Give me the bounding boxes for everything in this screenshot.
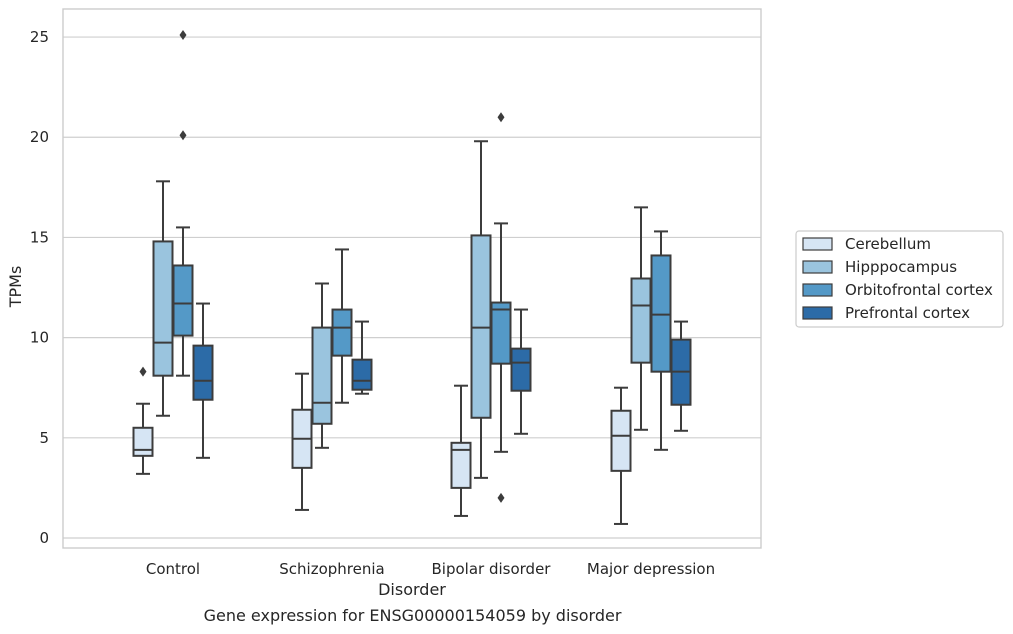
box-group — [291, 372, 313, 511]
legend-label: Cerebellum — [845, 235, 931, 253]
chart-caption: Gene expression for ENSG00000154059 by d… — [203, 606, 622, 625]
box-group — [630, 206, 652, 431]
box-group — [450, 384, 472, 517]
x-tick-label: Bipolar disorder — [432, 560, 552, 578]
outlier-point — [497, 112, 505, 123]
outlier-point — [497, 492, 505, 503]
y-tick-label: 25 — [30, 28, 49, 46]
box-iqr — [152, 240, 174, 377]
box-iqr — [510, 347, 532, 392]
box-iqr — [650, 254, 672, 373]
outlier-point — [179, 130, 187, 141]
box-group — [610, 386, 632, 525]
legend-frame — [795, 230, 1004, 328]
box-group — [470, 140, 492, 479]
x-tick-label: Major depression — [587, 560, 715, 578]
plot-border — [62, 8, 762, 549]
box-group — [331, 248, 353, 404]
legend-swatch — [802, 237, 833, 251]
x-axis-label: Disorder — [378, 580, 446, 599]
box-iqr — [351, 358, 373, 391]
grid-lines — [63, 36, 761, 539]
legend-label: Hipppocampus — [845, 258, 957, 276]
box-iqr — [331, 308, 353, 357]
x-tick-label: Schizophrenia — [279, 560, 384, 578]
box-iqr — [450, 441, 472, 489]
box-group — [132, 366, 154, 475]
y-tick-label: 15 — [30, 228, 49, 246]
y-tick-label: 0 — [39, 529, 49, 547]
y-tick-label: 10 — [30, 329, 49, 347]
outlier-point — [179, 30, 187, 41]
box-iqr — [610, 409, 632, 472]
x-tick-label: Control — [146, 560, 200, 578]
box-iqr — [132, 426, 154, 457]
outlier-point — [139, 366, 147, 377]
plot-frame — [62, 8, 762, 549]
box-group — [670, 320, 692, 432]
box-iqr — [311, 326, 333, 425]
x-axis-ticks: Control Schizophrenia Bipolar disorder Majo… — [146, 560, 715, 578]
box-group — [192, 302, 214, 459]
legend-swatch — [802, 260, 833, 274]
box-iqr — [470, 234, 492, 419]
box-group — [311, 282, 333, 449]
box-group — [490, 112, 512, 503]
legend-swatch — [802, 283, 833, 297]
legend: Cerebellum Hipppocampus Orbitofrontal cort… — [795, 230, 1004, 328]
legend-swatch — [802, 306, 833, 320]
box-group — [650, 230, 672, 451]
legend-label: Prefrontal cortex — [845, 304, 970, 322]
box-group — [351, 320, 373, 395]
box-iqr — [490, 301, 512, 365]
box-group — [510, 308, 532, 435]
box-layer — [132, 30, 692, 525]
box-iqr — [172, 264, 194, 337]
y-axis-ticks: 0 5 10 15 20 25 — [30, 28, 49, 547]
y-tick-label: 5 — [39, 429, 49, 447]
legend-label: Orbitofrontal cortex — [845, 281, 993, 299]
box-iqr — [630, 277, 652, 364]
box-group — [172, 30, 194, 377]
box-group — [152, 180, 174, 417]
box-iqr — [192, 344, 214, 401]
y-axis-label: TPMs — [6, 266, 25, 309]
y-tick-label: 20 — [30, 128, 49, 146]
